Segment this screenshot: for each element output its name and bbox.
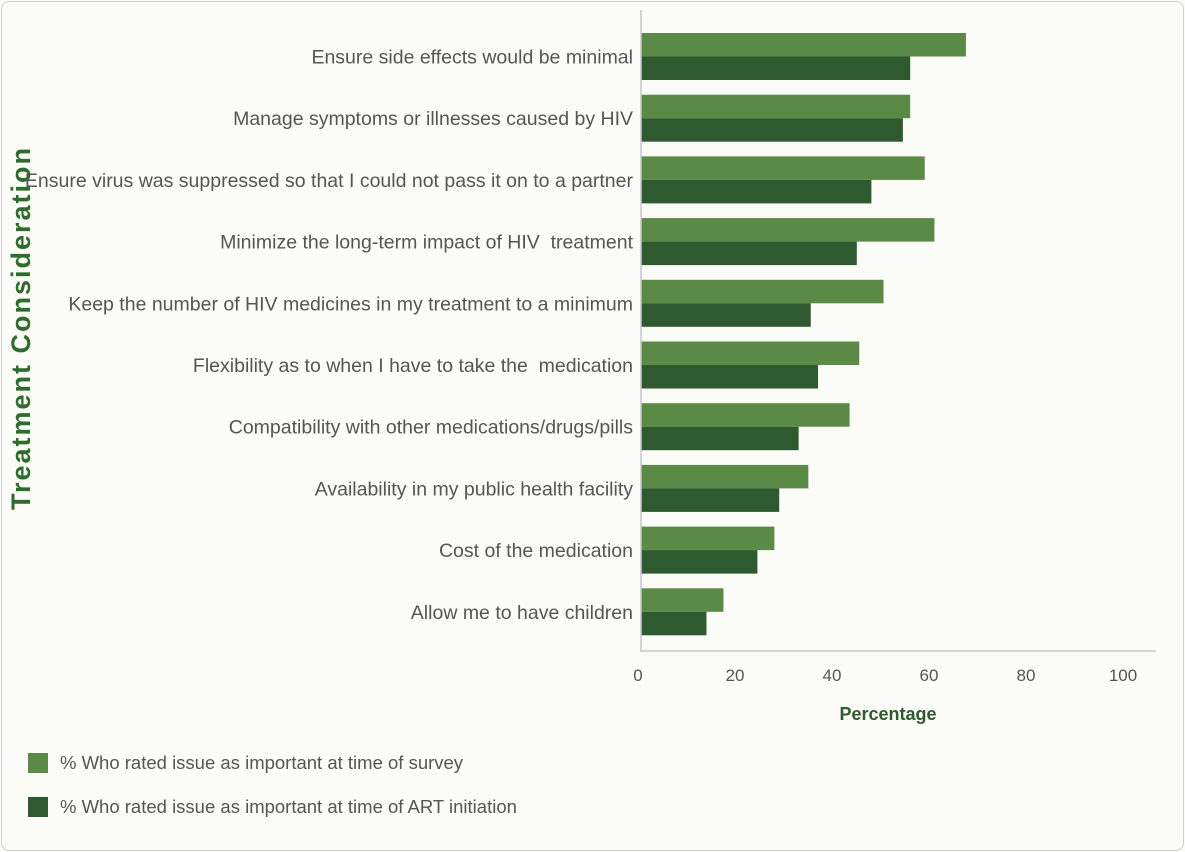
bar-survey-0 xyxy=(641,33,966,57)
bar-art-initiation-5 xyxy=(641,365,819,389)
category-label: Ensure virus was suppressed so that I co… xyxy=(25,170,634,192)
bar-survey-9 xyxy=(641,588,724,612)
x-tick-label: 100 xyxy=(1109,666,1137,685)
x-tick-label: 40 xyxy=(823,666,842,685)
bar-art-initiation-0 xyxy=(641,56,911,80)
bar-art-initiation-1 xyxy=(641,118,903,142)
bar-art-initiation-6 xyxy=(641,426,799,451)
x-tick-label: 80 xyxy=(1017,666,1036,685)
x-tick-label: 20 xyxy=(726,666,745,685)
x-tick-label: 60 xyxy=(920,666,939,685)
legend-item-survey: % Who rated issue as important at time o… xyxy=(28,752,517,774)
category-label: Cost of the medication xyxy=(439,540,633,562)
bar-art-initiation-9 xyxy=(641,611,707,636)
bar-survey-7 xyxy=(641,464,809,489)
category-labels: Ensure side effects would be minimal Mana… xyxy=(25,47,634,624)
bar-art-initiation-3 xyxy=(641,241,857,266)
category-label: Minimize the long-term impact of HIV tre… xyxy=(220,232,633,254)
bar-survey-8 xyxy=(641,526,775,551)
category-label: Compatibility with other medications/dru… xyxy=(229,417,634,439)
bar-survey-2 xyxy=(641,156,925,180)
legend-swatch-art-initiation xyxy=(28,797,48,817)
y-axis-title: Treatment Consideration xyxy=(6,146,36,510)
legend-label-art-initiation: % Who rated issue as important at time o… xyxy=(60,796,517,817)
bar-survey-5 xyxy=(641,341,860,365)
x-axis-title: Percentage xyxy=(839,704,936,724)
legend: % Who rated issue as important at time o… xyxy=(28,752,517,840)
bar-survey-4 xyxy=(641,279,884,304)
x-tick-label: 0 xyxy=(633,666,642,685)
category-label: Availability in my public health facilit… xyxy=(315,478,634,500)
legend-swatch-survey xyxy=(28,753,48,773)
bar-chart: Treatment Consideration Percentage Ensur… xyxy=(6,10,1156,724)
legend-item-art-initiation: % Who rated issue as important at time o… xyxy=(28,796,517,818)
category-label: Ensure side effects would be minimal xyxy=(311,47,633,69)
category-label: Manage symptoms or illnesses caused by H… xyxy=(233,108,633,130)
bar-art-initiation-2 xyxy=(641,179,872,204)
bar-survey-1 xyxy=(641,94,911,119)
category-label: Allow me to have children xyxy=(411,602,633,624)
category-label: Keep the number of HIV medicines in my t… xyxy=(68,293,633,315)
bar-art-initiation-8 xyxy=(641,550,758,574)
category-label: Flexibility as to when I have to take th… xyxy=(193,355,633,377)
legend-label-survey: % Who rated issue as important at time o… xyxy=(60,752,464,773)
tick-labels: 0 20 40 60 80 100 xyxy=(633,666,1137,685)
bar-art-initiation-7 xyxy=(641,488,780,512)
bar-survey-3 xyxy=(641,218,935,242)
bar-survey-6 xyxy=(641,403,850,427)
bar-art-initiation-4 xyxy=(641,303,811,327)
bar-group xyxy=(641,33,966,636)
